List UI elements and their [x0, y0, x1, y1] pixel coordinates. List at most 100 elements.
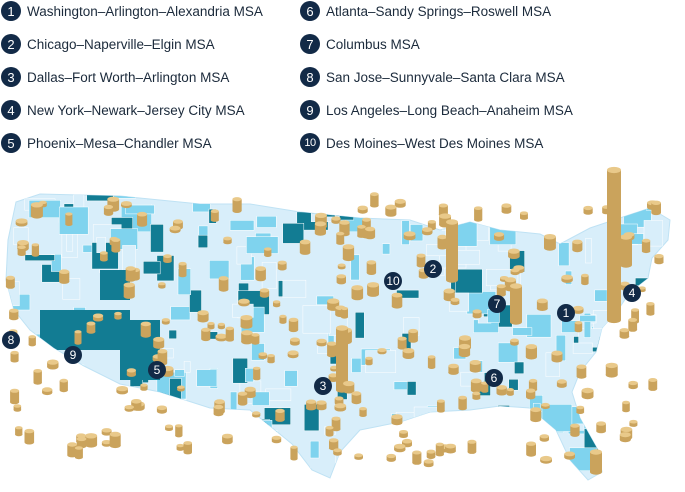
county-cylinder: [386, 453, 396, 462]
county-cylinder: [391, 414, 403, 426]
county-cylinder: [366, 260, 377, 275]
msa-pin-9: 9: [64, 346, 82, 364]
county-cylinder: [258, 352, 268, 360]
county-cylinder: [86, 321, 96, 334]
county-patch: [24, 254, 55, 261]
county-cylinder: [47, 359, 59, 370]
county-patch: [406, 381, 417, 396]
county-cylinder: [394, 443, 406, 453]
county-patch: [660, 406, 670, 428]
county-cylinder: [416, 253, 426, 268]
county-cylinder: [342, 244, 355, 262]
county-cylinder: [299, 239, 311, 255]
county-patch: [163, 399, 187, 415]
county-cylinder: [458, 343, 471, 358]
county-cylinder: [59, 378, 68, 393]
legend-label: Columbus MSA: [326, 36, 420, 52]
county-patch: [354, 312, 365, 339]
legend-item-1: 1 Washington–Arlington–Alexandria MSA: [1, 0, 263, 22]
county-cylinder: [290, 337, 300, 346]
county-patch: [302, 305, 331, 334]
legend-label: Atlanta–Sandy Springs–Roswell MSA: [326, 3, 552, 19]
county-cylinder: [422, 227, 433, 236]
county-cylinder: [24, 428, 35, 445]
legend-label: New York–Newark–Jersey City MSA: [27, 102, 245, 118]
county-cylinder: [178, 261, 187, 278]
county-patch: [69, 415, 101, 432]
county-patch: [474, 413, 501, 436]
county-patch: [590, 399, 599, 414]
county-cylinder: [412, 450, 422, 465]
legend-label: Dallas–Fort Worth–Arlington MSA: [27, 69, 230, 85]
county-cylinder: [238, 298, 250, 307]
county-cylinder: [583, 205, 593, 215]
county-cylinder: [526, 441, 536, 457]
county-cylinder: [121, 201, 132, 209]
county-cylinder: [264, 247, 272, 257]
county-patch: [596, 384, 612, 408]
county-cylinder: [31, 243, 39, 257]
county-patch: [192, 416, 217, 425]
county-patch: [197, 465, 225, 474]
county-cylinder: [13, 404, 22, 412]
county-patch: [520, 456, 529, 480]
county-cylinder: [316, 400, 327, 411]
legend-badge: 4: [1, 100, 21, 120]
county-cylinder: [354, 453, 363, 460]
county-cylinder: [328, 373, 338, 382]
county-cylinder: [564, 451, 575, 460]
county-cylinder: [290, 445, 298, 461]
county-cylinder: [427, 355, 436, 369]
county-cylinder: [470, 378, 482, 393]
county-cylinder: [101, 428, 112, 436]
county-cylinder: [540, 455, 552, 464]
county-cylinder: [237, 391, 248, 406]
county-patch: [662, 322, 670, 342]
county-cylinder: [116, 386, 128, 395]
county-cylinder: [402, 348, 415, 359]
county-patch: [88, 401, 117, 409]
county-cylinder: [572, 239, 583, 253]
county-cylinder: [259, 288, 270, 298]
county-cylinder: [158, 282, 166, 289]
county-cylinder: [423, 459, 434, 468]
county-cylinder: [336, 231, 345, 245]
county-patch: [202, 464, 225, 475]
county-cylinder: [252, 411, 261, 418]
msa-pin-label: 1: [563, 306, 570, 320]
county-cylinder: [510, 283, 522, 325]
county-patch: [282, 279, 307, 298]
us-county-map: 1 2 3 4 5 6 7 8 9 10: [0, 160, 685, 492]
county-patch: [594, 289, 608, 302]
county-patch: [51, 254, 62, 272]
county-cylinder: [275, 408, 285, 422]
county-cylinder: [177, 385, 185, 392]
county-patch: [230, 391, 238, 418]
county-cylinder: [472, 309, 482, 319]
legend-item-4: 4 New York–Newark–Jersey City MSA: [1, 99, 245, 121]
county-patch: [514, 361, 525, 374]
county-cylinder: [126, 368, 136, 377]
county-patch: [667, 194, 670, 206]
county-cylinder: [394, 198, 406, 208]
county-patch: [198, 225, 209, 237]
legend-badge: 3: [1, 67, 21, 87]
county-patch: [403, 197, 426, 208]
county-patch: [309, 440, 320, 459]
county-patch: [445, 456, 455, 468]
county-cylinder: [536, 298, 548, 311]
county-patch: [646, 421, 670, 433]
county-patch: [96, 237, 106, 253]
county-patch: [140, 412, 165, 430]
county-cylinder: [496, 385, 507, 396]
county-cylinder: [408, 328, 418, 343]
county-patch: [17, 345, 46, 371]
county-patch: [351, 357, 362, 373]
county-cylinder: [520, 211, 528, 220]
legend-label: Phoenix–Mesa–Chandler MSA: [27, 135, 212, 151]
county-cylinder: [340, 306, 349, 319]
county-patch: [512, 327, 533, 336]
county-cylinder: [74, 446, 83, 460]
county-cylinder: [140, 383, 148, 391]
county-cylinder: [510, 338, 519, 346]
